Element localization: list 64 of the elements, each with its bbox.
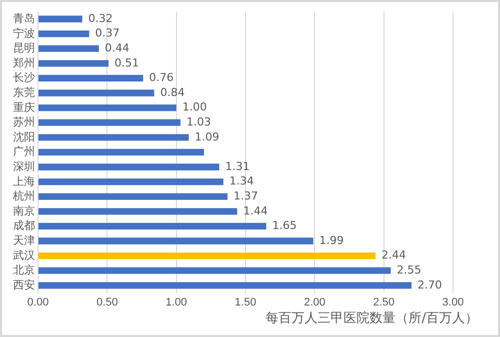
bar: [38, 222, 266, 230]
data-label: 1.37: [234, 189, 258, 202]
data-label: 0.76: [149, 71, 174, 84]
y-tick-label: 天津: [13, 234, 35, 248]
bar: [38, 90, 154, 96]
data-label: 1.09: [194, 130, 220, 144]
x-tick-label: 0.00: [27, 296, 49, 308]
bar: [38, 16, 82, 22]
y-tick-label: 北京: [13, 264, 35, 277]
bar: [38, 30, 90, 38]
data-label: 0.37: [95, 26, 120, 40]
bar: [38, 45, 99, 52]
y-tick-label: 上海: [13, 174, 35, 188]
x-tick-label: 1.00: [166, 296, 188, 308]
x-tick-label: 1.50: [234, 296, 256, 308]
y-tick-label: 沈阳: [13, 130, 35, 144]
data-label: 1.44: [243, 204, 268, 218]
x-tick-label: 3.00: [442, 296, 464, 308]
y-tick-label: 长沙: [13, 71, 35, 84]
data-label: 0.51: [114, 56, 140, 70]
data-label: 0.32: [88, 12, 113, 25]
data-label: 2.44: [382, 248, 406, 262]
data-label: 2.55: [396, 263, 422, 276]
bar: [38, 178, 224, 186]
y-tick-label: 成都: [13, 219, 35, 232]
bar: [38, 104, 176, 112]
data-label: 1.65: [272, 219, 297, 232]
x-tick-label: 2.00: [304, 296, 326, 308]
bar: [38, 282, 412, 289]
bar: [38, 252, 376, 260]
bar: [38, 164, 220, 170]
y-tick-label: 杭州: [12, 190, 35, 203]
data-label: 0.44: [104, 41, 130, 54]
bar: [38, 60, 109, 67]
x-tick-label: 2.50: [373, 296, 395, 308]
y-tick-label: 苏州: [13, 116, 35, 129]
y-tick-label: 宁波: [13, 26, 35, 40]
data-label: 2.70: [418, 278, 442, 292]
y-tick-label: 广州: [13, 145, 35, 158]
bar: [38, 208, 238, 215]
bar: [38, 74, 144, 82]
data-label: 1.34: [229, 174, 254, 188]
bar: [38, 267, 391, 274]
y-tick-label: 重庆: [13, 100, 35, 114]
data-label: 1.00: [182, 100, 207, 114]
x-axis-title: 每百万人三甲医院数量（所/百万人）: [266, 310, 478, 327]
data-label: 1.31: [225, 160, 250, 173]
bar: [38, 134, 189, 141]
y-tick-label: 东莞: [13, 86, 35, 100]
bar: [38, 193, 228, 200]
bar: [38, 119, 180, 126]
bar: [38, 238, 314, 244]
y-tick-label: 昆明: [13, 42, 35, 55]
y-tick-label: 青岛: [13, 12, 35, 26]
data-label: 1.03: [186, 115, 211, 128]
bar: [38, 148, 204, 156]
y-tick-label: 深圳: [13, 160, 35, 174]
y-tick-label: 郑州: [13, 56, 35, 70]
y-tick-label: 西安: [13, 278, 35, 292]
x-tick-label: 0.50: [96, 296, 118, 308]
y-tick-label: 武汉: [13, 248, 35, 262]
data-label: 0.84: [160, 86, 185, 99]
data-label: 1.99: [319, 234, 344, 247]
y-tick-label: 南京: [13, 204, 35, 218]
